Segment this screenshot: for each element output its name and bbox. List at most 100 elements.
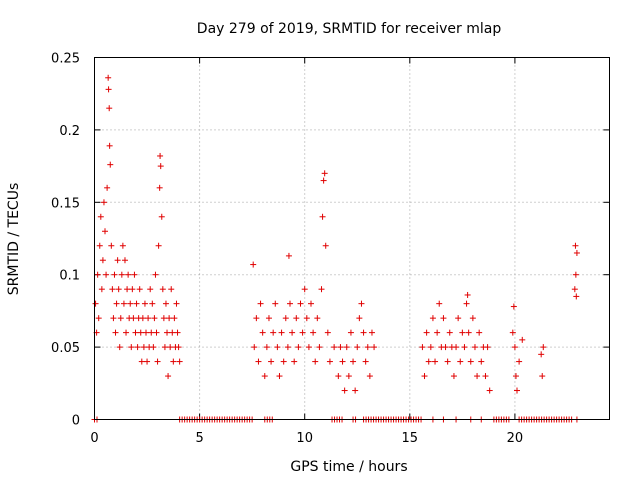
data-point	[151, 315, 158, 322]
data-point	[159, 286, 166, 293]
data-point	[314, 315, 321, 322]
data-point	[158, 213, 165, 220]
data-point	[104, 184, 111, 191]
data-point	[265, 315, 272, 322]
data-point	[539, 373, 546, 380]
data-point	[310, 329, 317, 336]
data-point	[150, 344, 157, 351]
data-point	[136, 286, 143, 293]
data-point	[274, 344, 281, 351]
data-point	[572, 242, 579, 249]
data-point	[164, 329, 171, 336]
data-point	[120, 300, 127, 307]
data-point	[427, 344, 434, 351]
data-point	[144, 358, 151, 365]
data-point	[319, 213, 326, 220]
data-point	[257, 300, 264, 307]
data-point	[471, 344, 478, 351]
data-point	[305, 344, 312, 351]
data-point	[425, 358, 432, 365]
data-point	[113, 300, 120, 307]
data-point	[440, 315, 447, 322]
data-point	[251, 344, 258, 351]
data-point	[124, 286, 131, 293]
data-point	[289, 329, 296, 336]
data-point	[128, 344, 135, 351]
data-point	[514, 387, 521, 394]
data-point	[143, 329, 149, 336]
data-point	[286, 300, 293, 307]
data-point	[484, 344, 491, 351]
y-tick-label: 0.15	[51, 196, 80, 211]
data-point	[341, 387, 348, 394]
data-point	[324, 329, 331, 336]
data-point	[170, 358, 177, 365]
data-point	[97, 213, 104, 220]
data-point	[511, 344, 518, 351]
data-point	[105, 86, 112, 93]
data-point	[106, 105, 113, 112]
data-point	[326, 358, 333, 365]
data-point	[169, 329, 176, 336]
data-point	[167, 344, 174, 351]
data-point	[419, 344, 426, 351]
plot-frame	[94, 57, 610, 420]
data-point	[322, 242, 329, 249]
data-point	[119, 242, 126, 249]
data-point	[131, 271, 138, 278]
data-point	[301, 286, 308, 293]
data-point	[540, 344, 547, 351]
data-point	[362, 358, 369, 365]
x-tick-label: 20	[507, 431, 524, 446]
data-point	[165, 373, 172, 380]
data-point	[92, 300, 99, 307]
data-point	[137, 329, 144, 336]
data-point	[130, 315, 137, 322]
data-point	[423, 329, 430, 336]
data-point	[366, 373, 373, 380]
data-point	[261, 373, 268, 380]
data-point	[107, 161, 114, 168]
data-point	[316, 344, 323, 351]
data-point	[331, 344, 338, 351]
data-point	[282, 315, 289, 322]
data-point	[141, 300, 148, 307]
data-point	[446, 329, 453, 336]
data-point	[571, 286, 578, 293]
data-point	[337, 344, 344, 351]
data-point	[156, 184, 163, 191]
grid-lines	[94, 57, 610, 420]
y-tick-label: 0.2	[59, 124, 80, 139]
data-point	[278, 329, 285, 336]
data-point	[157, 163, 164, 170]
data-point	[123, 329, 130, 336]
x-tick-label: 15	[402, 431, 419, 446]
data-point	[510, 303, 517, 310]
data-point	[318, 286, 325, 293]
data-point	[297, 300, 304, 307]
data-point	[350, 358, 357, 365]
data-point	[368, 329, 375, 336]
data-point	[573, 249, 580, 256]
data-point	[111, 271, 118, 278]
data-point	[442, 344, 449, 351]
data-point	[476, 329, 483, 336]
data-point	[509, 329, 516, 336]
y-tick-label: 0.1	[59, 269, 80, 284]
data-point	[253, 315, 260, 322]
data-point	[152, 271, 159, 278]
data-point	[461, 344, 468, 351]
data-point	[132, 329, 139, 336]
data-point	[139, 315, 146, 322]
data-point	[572, 271, 579, 278]
data-point	[293, 315, 300, 322]
data-point	[155, 242, 162, 249]
data-point	[519, 336, 526, 343]
data-point	[171, 315, 178, 322]
data-point	[114, 257, 121, 264]
data-point	[153, 329, 160, 336]
data-point	[125, 271, 132, 278]
data-point	[168, 286, 175, 293]
data-point	[459, 329, 466, 336]
